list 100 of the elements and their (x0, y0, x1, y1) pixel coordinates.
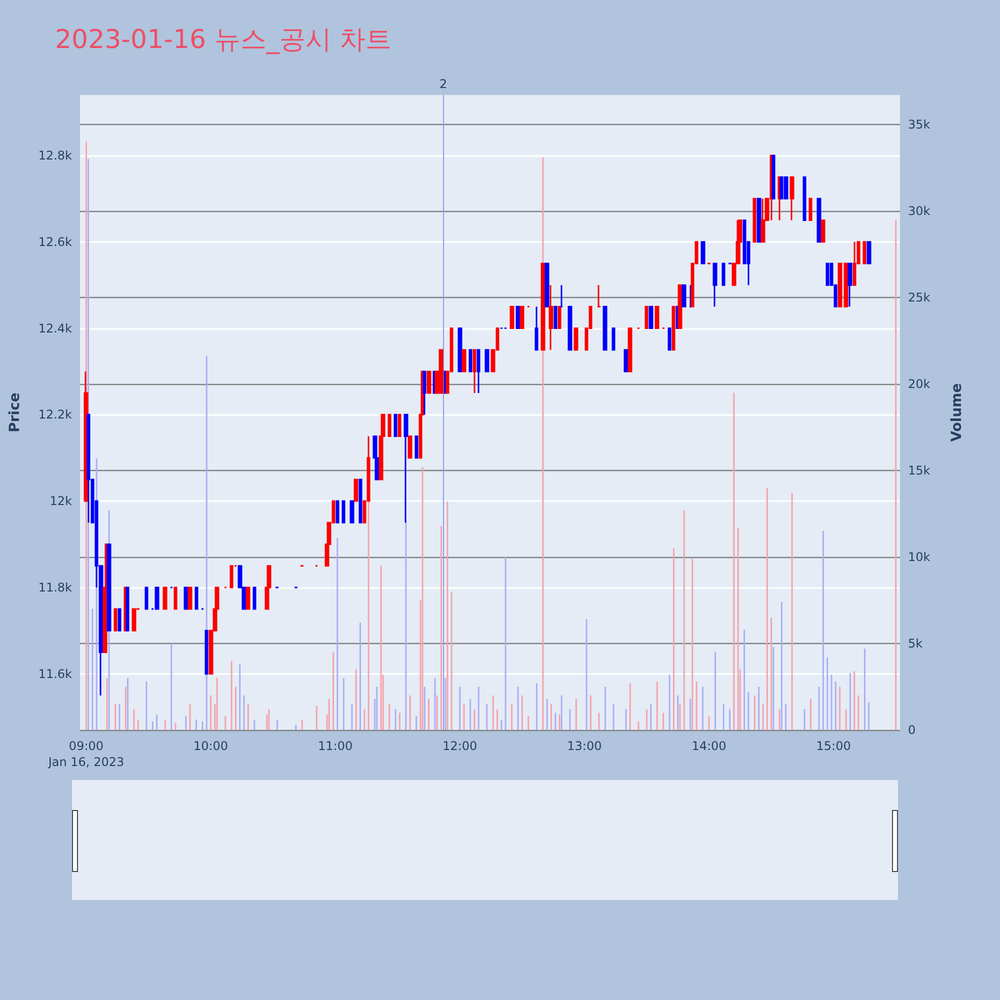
candlestick (648, 306, 654, 330)
candlestick (688, 284, 692, 308)
candlestick (534, 306, 538, 351)
y-tick-label: 11.6k (38, 666, 72, 681)
candlestick (672, 306, 676, 351)
candlestick (114, 608, 118, 632)
candlestick (184, 586, 188, 610)
x-tick-label: 13:00 (567, 739, 602, 753)
candlestick (760, 198, 766, 243)
candlestick (458, 328, 462, 372)
candlestick (118, 608, 122, 632)
candlestick (668, 328, 672, 351)
candlestick (188, 586, 192, 610)
y2-tick-label: 0 (908, 723, 916, 737)
candlestick (468, 349, 472, 372)
candlestick (204, 630, 208, 675)
candlestick (568, 306, 572, 351)
candlestick (752, 198, 756, 243)
candlestick (756, 198, 762, 243)
candlestick (612, 328, 616, 351)
candlestick (852, 241, 856, 286)
y-tick-label: 12.6k (38, 234, 72, 249)
candlestick (544, 262, 550, 308)
candlestick (422, 370, 426, 416)
candlestick (144, 586, 148, 610)
y2-tick-label: 20k (908, 376, 930, 391)
candlestick (388, 414, 392, 438)
y-tick-label: 12.8k (38, 148, 72, 162)
y2-tick-label: 35k (908, 117, 930, 132)
candlestick (358, 478, 362, 524)
candlestick (162, 586, 168, 610)
candlestick (624, 349, 628, 372)
x-tick-label: 14:00 (692, 739, 726, 753)
candlestick (700, 241, 706, 264)
candlestick (682, 284, 686, 308)
candlestick (826, 262, 830, 286)
candlestick (602, 306, 608, 351)
candlestick (342, 500, 346, 524)
candlestick (194, 586, 198, 610)
candlestick (252, 586, 256, 610)
candlestick (596, 284, 602, 308)
y2-tick-label: 5k (908, 636, 923, 650)
y-tick-label: 12k (50, 494, 72, 508)
y2-tick-label: 15k (908, 463, 930, 478)
candlestick (784, 176, 788, 200)
candlestick (132, 608, 136, 632)
candlestick (230, 565, 234, 588)
candlestick (472, 349, 476, 394)
candlestick (336, 500, 340, 524)
candlestick (516, 306, 520, 330)
candlestick (540, 262, 546, 351)
candlestick (476, 349, 480, 394)
candlestick (574, 328, 578, 351)
x-tick-label: 09:00 Jan 16, 2023 (47, 739, 124, 769)
candlestick (628, 328, 632, 372)
ref-line-label: 2 (439, 77, 448, 91)
candlestick (772, 154, 776, 200)
candlestick (408, 436, 412, 459)
candlestick (174, 586, 178, 610)
candlestick (86, 414, 90, 524)
candlestick (438, 349, 444, 394)
candlestick (678, 284, 682, 330)
y2-tick-label: 25k (908, 290, 930, 304)
y-tick-label: 11.8k (38, 580, 72, 594)
candlestick (866, 241, 872, 264)
candlestick (862, 241, 866, 264)
candlestick (126, 586, 130, 632)
chart-title: 2023-01-16 뉴스_공시 차트 (55, 25, 392, 55)
y-tick-label: 12.2k (38, 408, 72, 422)
candlestick (154, 586, 160, 610)
candlestick (462, 349, 466, 372)
candlestick (426, 370, 432, 394)
y2-tick-label: 10k (908, 550, 930, 564)
candlestick (790, 176, 794, 222)
candlestick (414, 436, 418, 459)
candlestick (644, 306, 648, 330)
candlestick (848, 262, 852, 308)
x-tick-label: 11:00 (318, 739, 353, 753)
candlestick (722, 262, 726, 286)
y2-tick-label: 30k (908, 204, 930, 218)
candlestick (712, 262, 718, 308)
x-tick-label: 10:00 (193, 739, 228, 753)
candlestick (354, 478, 358, 502)
candlestick (560, 284, 564, 308)
x-tick-label: 15:00 (816, 739, 851, 753)
x-tick-label: 12:00 (442, 739, 478, 753)
candlestick (510, 306, 514, 330)
candlestick (548, 284, 554, 351)
candlestick (554, 306, 558, 330)
candlestick (484, 349, 490, 372)
candlestick (820, 220, 826, 243)
candlestick (802, 176, 806, 222)
candlestick (246, 586, 250, 610)
candlestick (816, 198, 822, 243)
candlestick (394, 414, 398, 438)
y-tick-label: 12.4k (38, 321, 72, 336)
candlestick (558, 306, 562, 330)
candlestick (520, 306, 524, 330)
y-axis-title: Price (7, 392, 23, 432)
candlestick (738, 220, 742, 264)
